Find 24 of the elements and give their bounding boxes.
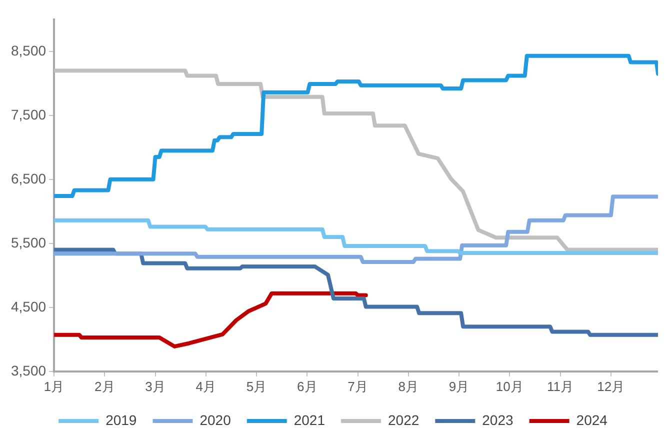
x-tick-label: 5月 (246, 378, 267, 394)
x-tick-label: 12月 (597, 378, 625, 394)
x-tick-label: 2月 (94, 378, 115, 394)
x-tick-label: 11月 (547, 378, 574, 394)
legend-label: 2020 (200, 412, 232, 428)
x-tick-label: 8月 (398, 378, 419, 394)
y-tick-label: 5,500 (10, 234, 46, 250)
y-tick-label: 7,500 (10, 106, 46, 122)
legend-label: 2024 (576, 412, 608, 428)
y-tick-label: 6,500 (10, 170, 46, 186)
x-tick-label: 4月 (196, 378, 216, 394)
x-tick-label: 7月 (348, 378, 368, 394)
x-tick-label: 9月 (448, 378, 470, 394)
y-tick-label: 3,500 (10, 362, 46, 378)
legend-label: 2022 (388, 412, 420, 428)
legend-label: 2021 (294, 412, 326, 428)
legend-label: 2023 (482, 412, 514, 428)
x-tick-label: 3月 (145, 378, 166, 394)
legend-label: 2019 (106, 412, 137, 428)
y-tick-label: 8,500 (10, 42, 46, 58)
x-tick-label: 10月 (496, 378, 524, 394)
x-tick-label: 6月 (297, 378, 318, 394)
y-tick-label: 4,500 (10, 298, 46, 314)
x-tick-label: 1月 (44, 378, 64, 394)
